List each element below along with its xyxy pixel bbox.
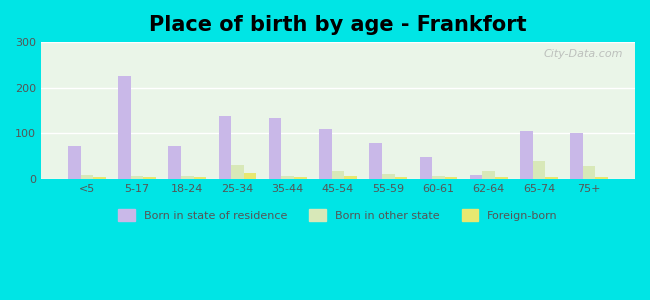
Bar <box>131 176 144 179</box>
Title: Place of birth by age - Frankfort: Place of birth by age - Frankfort <box>150 15 526 35</box>
Bar <box>520 131 532 179</box>
Bar <box>495 177 508 179</box>
Bar <box>68 146 81 179</box>
Bar <box>432 176 445 179</box>
Bar <box>194 177 206 179</box>
Bar <box>168 146 181 179</box>
Bar <box>532 161 545 179</box>
Bar <box>369 143 382 179</box>
Bar <box>218 116 231 179</box>
Bar <box>470 175 482 179</box>
Bar <box>344 176 357 179</box>
Bar <box>482 171 495 179</box>
Legend: Born in state of residence, Born in other state, Foreign-born: Born in state of residence, Born in othe… <box>114 205 562 225</box>
Bar <box>420 157 432 179</box>
Text: City-Data.com: City-Data.com <box>543 49 623 59</box>
Bar <box>445 177 458 179</box>
Bar <box>319 129 332 179</box>
Bar <box>144 177 156 179</box>
Bar <box>382 174 395 179</box>
Bar <box>294 177 307 179</box>
Bar <box>181 176 194 179</box>
Bar <box>595 177 608 179</box>
Bar <box>281 176 294 179</box>
Bar <box>244 173 256 179</box>
Bar <box>269 118 281 179</box>
Bar <box>332 171 344 179</box>
Bar <box>545 177 558 179</box>
Bar <box>570 133 583 179</box>
Bar <box>395 177 407 179</box>
Bar <box>118 76 131 179</box>
Bar <box>583 166 595 179</box>
Bar <box>231 165 244 179</box>
Bar <box>93 177 106 179</box>
Bar <box>81 175 93 179</box>
